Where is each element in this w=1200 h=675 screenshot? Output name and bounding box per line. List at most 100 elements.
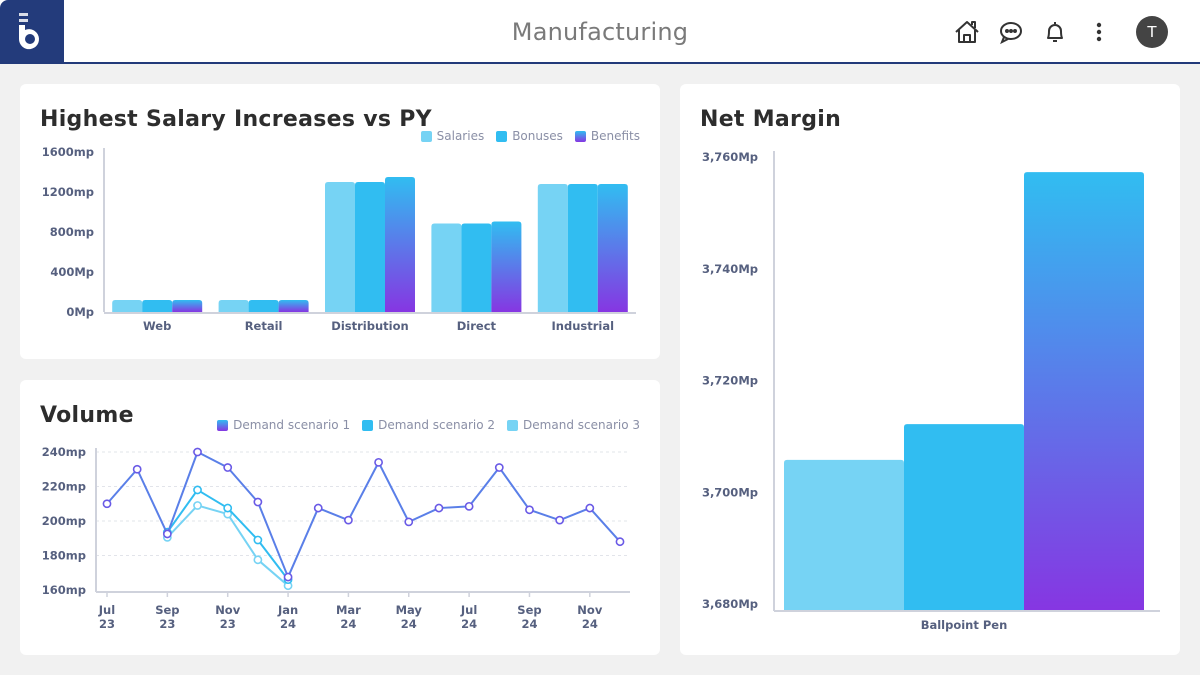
y-tick-label: 3,740Mp bbox=[702, 262, 758, 276]
y-tick-label: 800mp bbox=[50, 225, 94, 239]
bar-bonuses-industrial[interactable] bbox=[567, 184, 598, 312]
y-tick-label: 220mp bbox=[42, 480, 86, 494]
x-tick-label: 24 bbox=[401, 617, 417, 631]
legend-label: Demand scenario 2 bbox=[378, 418, 496, 432]
user-avatar[interactable]: T bbox=[1136, 16, 1168, 48]
volume-line-chart: 160mp180mp200mp220mp240mpJul23Sep23Nov23… bbox=[42, 445, 630, 631]
net-margin-title: Net Margin bbox=[700, 107, 842, 132]
bar-bonuses-web[interactable] bbox=[142, 300, 173, 312]
x-tick-label: 23 bbox=[220, 617, 236, 631]
bar-benefits-web[interactable] bbox=[172, 300, 203, 312]
bar-benefits-retail[interactable] bbox=[278, 300, 309, 312]
y-tick-label: 3,680Mp bbox=[702, 597, 758, 611]
data-point-scenario-1[interactable] bbox=[344, 515, 353, 525]
data-point-scenario-3[interactable] bbox=[253, 555, 263, 565]
x-tick-label: Jul bbox=[460, 603, 477, 617]
data-point-scenario-1[interactable] bbox=[585, 503, 595, 513]
y-tick-label: 1600mp bbox=[42, 145, 94, 159]
bar-salaries-retail[interactable] bbox=[218, 300, 249, 312]
series-line-scenario-2 bbox=[166, 488, 289, 581]
x-tick-label: Retail bbox=[245, 319, 283, 333]
data-point-scenario-1[interactable] bbox=[404, 517, 414, 527]
net-margin-card: Net Margin 3,680Mp 3,700Mp 3,720Mp 3,740Mp 3… bbox=[680, 84, 1180, 655]
legend-label: Salaries bbox=[436, 129, 485, 143]
bar-bonuses-ballpoint-pen[interactable] bbox=[904, 424, 1024, 610]
data-point-scenario-1[interactable] bbox=[283, 572, 293, 582]
data-point-scenario-2[interactable] bbox=[193, 485, 202, 495]
bar-salaries-web[interactable] bbox=[112, 300, 143, 312]
x-tick-label: Jul bbox=[98, 603, 115, 617]
x-tick-label: May bbox=[396, 603, 423, 617]
bar-salaries-distribution[interactable] bbox=[325, 182, 355, 312]
home-icon bbox=[955, 21, 979, 43]
y-tick-label: 240mp bbox=[42, 445, 86, 459]
bar-bonuses-direct[interactable] bbox=[461, 223, 492, 313]
data-point-scenario-1[interactable] bbox=[253, 497, 263, 507]
home-button[interactable] bbox=[954, 17, 980, 47]
data-point-scenario-3[interactable] bbox=[193, 501, 202, 510]
y-tick-label: 3,700Mp bbox=[702, 485, 758, 499]
x-tick-label: Nov bbox=[215, 603, 241, 617]
data-point-scenario-2[interactable] bbox=[253, 535, 263, 545]
data-point-scenario-1[interactable] bbox=[102, 499, 112, 509]
bar-bonuses-distribution[interactable] bbox=[355, 182, 385, 312]
more-menu-button[interactable] bbox=[1086, 17, 1112, 47]
data-point-scenario-1[interactable] bbox=[193, 447, 202, 457]
bar-benefits-industrial[interactable] bbox=[597, 184, 628, 312]
legend-item-scenario-3[interactable]: Demand scenario 3 bbox=[507, 418, 640, 432]
x-tick-label: Distribution bbox=[331, 319, 408, 333]
data-point-scenario-1[interactable] bbox=[313, 503, 323, 513]
app-title: Manufacturing bbox=[511, 18, 689, 46]
data-point-scenario-1[interactable] bbox=[162, 529, 172, 539]
bar-salaries-direct[interactable] bbox=[431, 223, 462, 313]
notifications-button[interactable] bbox=[1042, 17, 1068, 47]
legend-item-benefits[interactable]: Benefits bbox=[574, 129, 640, 143]
legend-item-scenario-1[interactable]: Demand scenario 1 bbox=[217, 418, 350, 432]
x-tick-label: 24 bbox=[280, 617, 296, 631]
salary-bar-chart: 0Mp 400Mp 800mp 1200mp 1600mp Web Retail Distri… bbox=[42, 145, 636, 333]
data-point-scenario-2[interactable] bbox=[223, 503, 233, 513]
legend-label: Bonuses bbox=[512, 129, 563, 143]
y-tick-label: 160mp bbox=[42, 583, 86, 597]
x-tick-label: 24 bbox=[461, 617, 477, 631]
bar-salaries-industrial[interactable] bbox=[537, 184, 568, 312]
bar-bonuses-retail[interactable] bbox=[248, 300, 279, 312]
legend-swatch bbox=[496, 130, 508, 142]
bar-salaries-ballpoint-pen[interactable] bbox=[784, 459, 904, 610]
bar-benefits-direct[interactable] bbox=[491, 221, 522, 313]
x-tick-label: Sep bbox=[517, 603, 541, 617]
bell-icon bbox=[1047, 22, 1063, 42]
data-point-scenario-1[interactable] bbox=[374, 457, 383, 467]
y-tick-label: 200mp bbox=[42, 514, 86, 528]
x-tick-label: 24 bbox=[521, 617, 537, 631]
brand-logo[interactable] bbox=[0, 0, 64, 62]
x-tick-label: Web bbox=[143, 319, 171, 333]
data-point-scenario-1[interactable] bbox=[555, 515, 565, 525]
more-vertical-icon bbox=[1096, 22, 1102, 42]
data-point-scenario-1[interactable] bbox=[132, 464, 142, 474]
data-point-scenario-1[interactable] bbox=[494, 463, 504, 472]
data-point-scenario-1[interactable] bbox=[464, 501, 474, 511]
legend-swatch bbox=[507, 419, 519, 431]
legend-item-scenario-2[interactable]: Demand scenario 2 bbox=[362, 418, 495, 432]
chat-button[interactable] bbox=[998, 17, 1024, 47]
data-point-scenario-1[interactable] bbox=[434, 503, 444, 513]
legend-item-bonuses[interactable]: Bonuses bbox=[496, 129, 563, 143]
legend-label: Demand scenario 3 bbox=[523, 418, 640, 432]
volume-legend: Demand scenario 1 Demand scenario 2 Dema… bbox=[217, 418, 640, 432]
data-point-scenario-1[interactable] bbox=[525, 505, 534, 515]
data-point-scenario-1[interactable] bbox=[223, 463, 233, 472]
legend-label: Benefits bbox=[590, 129, 640, 143]
y-tick-label: 3,720Mp bbox=[702, 374, 758, 388]
bar-benefits-ballpoint-pen[interactable] bbox=[1024, 172, 1144, 610]
net-margin-bar-chart: 3,680Mp 3,700Mp 3,720Mp 3,740Mp 3,760Mp Ballp… bbox=[702, 150, 1160, 632]
top-bar: Manufacturing T bbox=[0, 0, 1200, 64]
bar-benefits-distribution[interactable] bbox=[385, 177, 415, 312]
legend-item-salaries[interactable]: Salaries bbox=[420, 129, 485, 143]
series-line-scenario-1 bbox=[106, 451, 621, 579]
legend-label: Demand scenario 1 bbox=[233, 418, 351, 432]
x-tick-label: Sep bbox=[155, 603, 179, 617]
x-tick-label: Direct bbox=[457, 319, 497, 333]
y-tick-label: 0Mp bbox=[66, 305, 94, 319]
data-point-scenario-1[interactable] bbox=[615, 537, 625, 547]
